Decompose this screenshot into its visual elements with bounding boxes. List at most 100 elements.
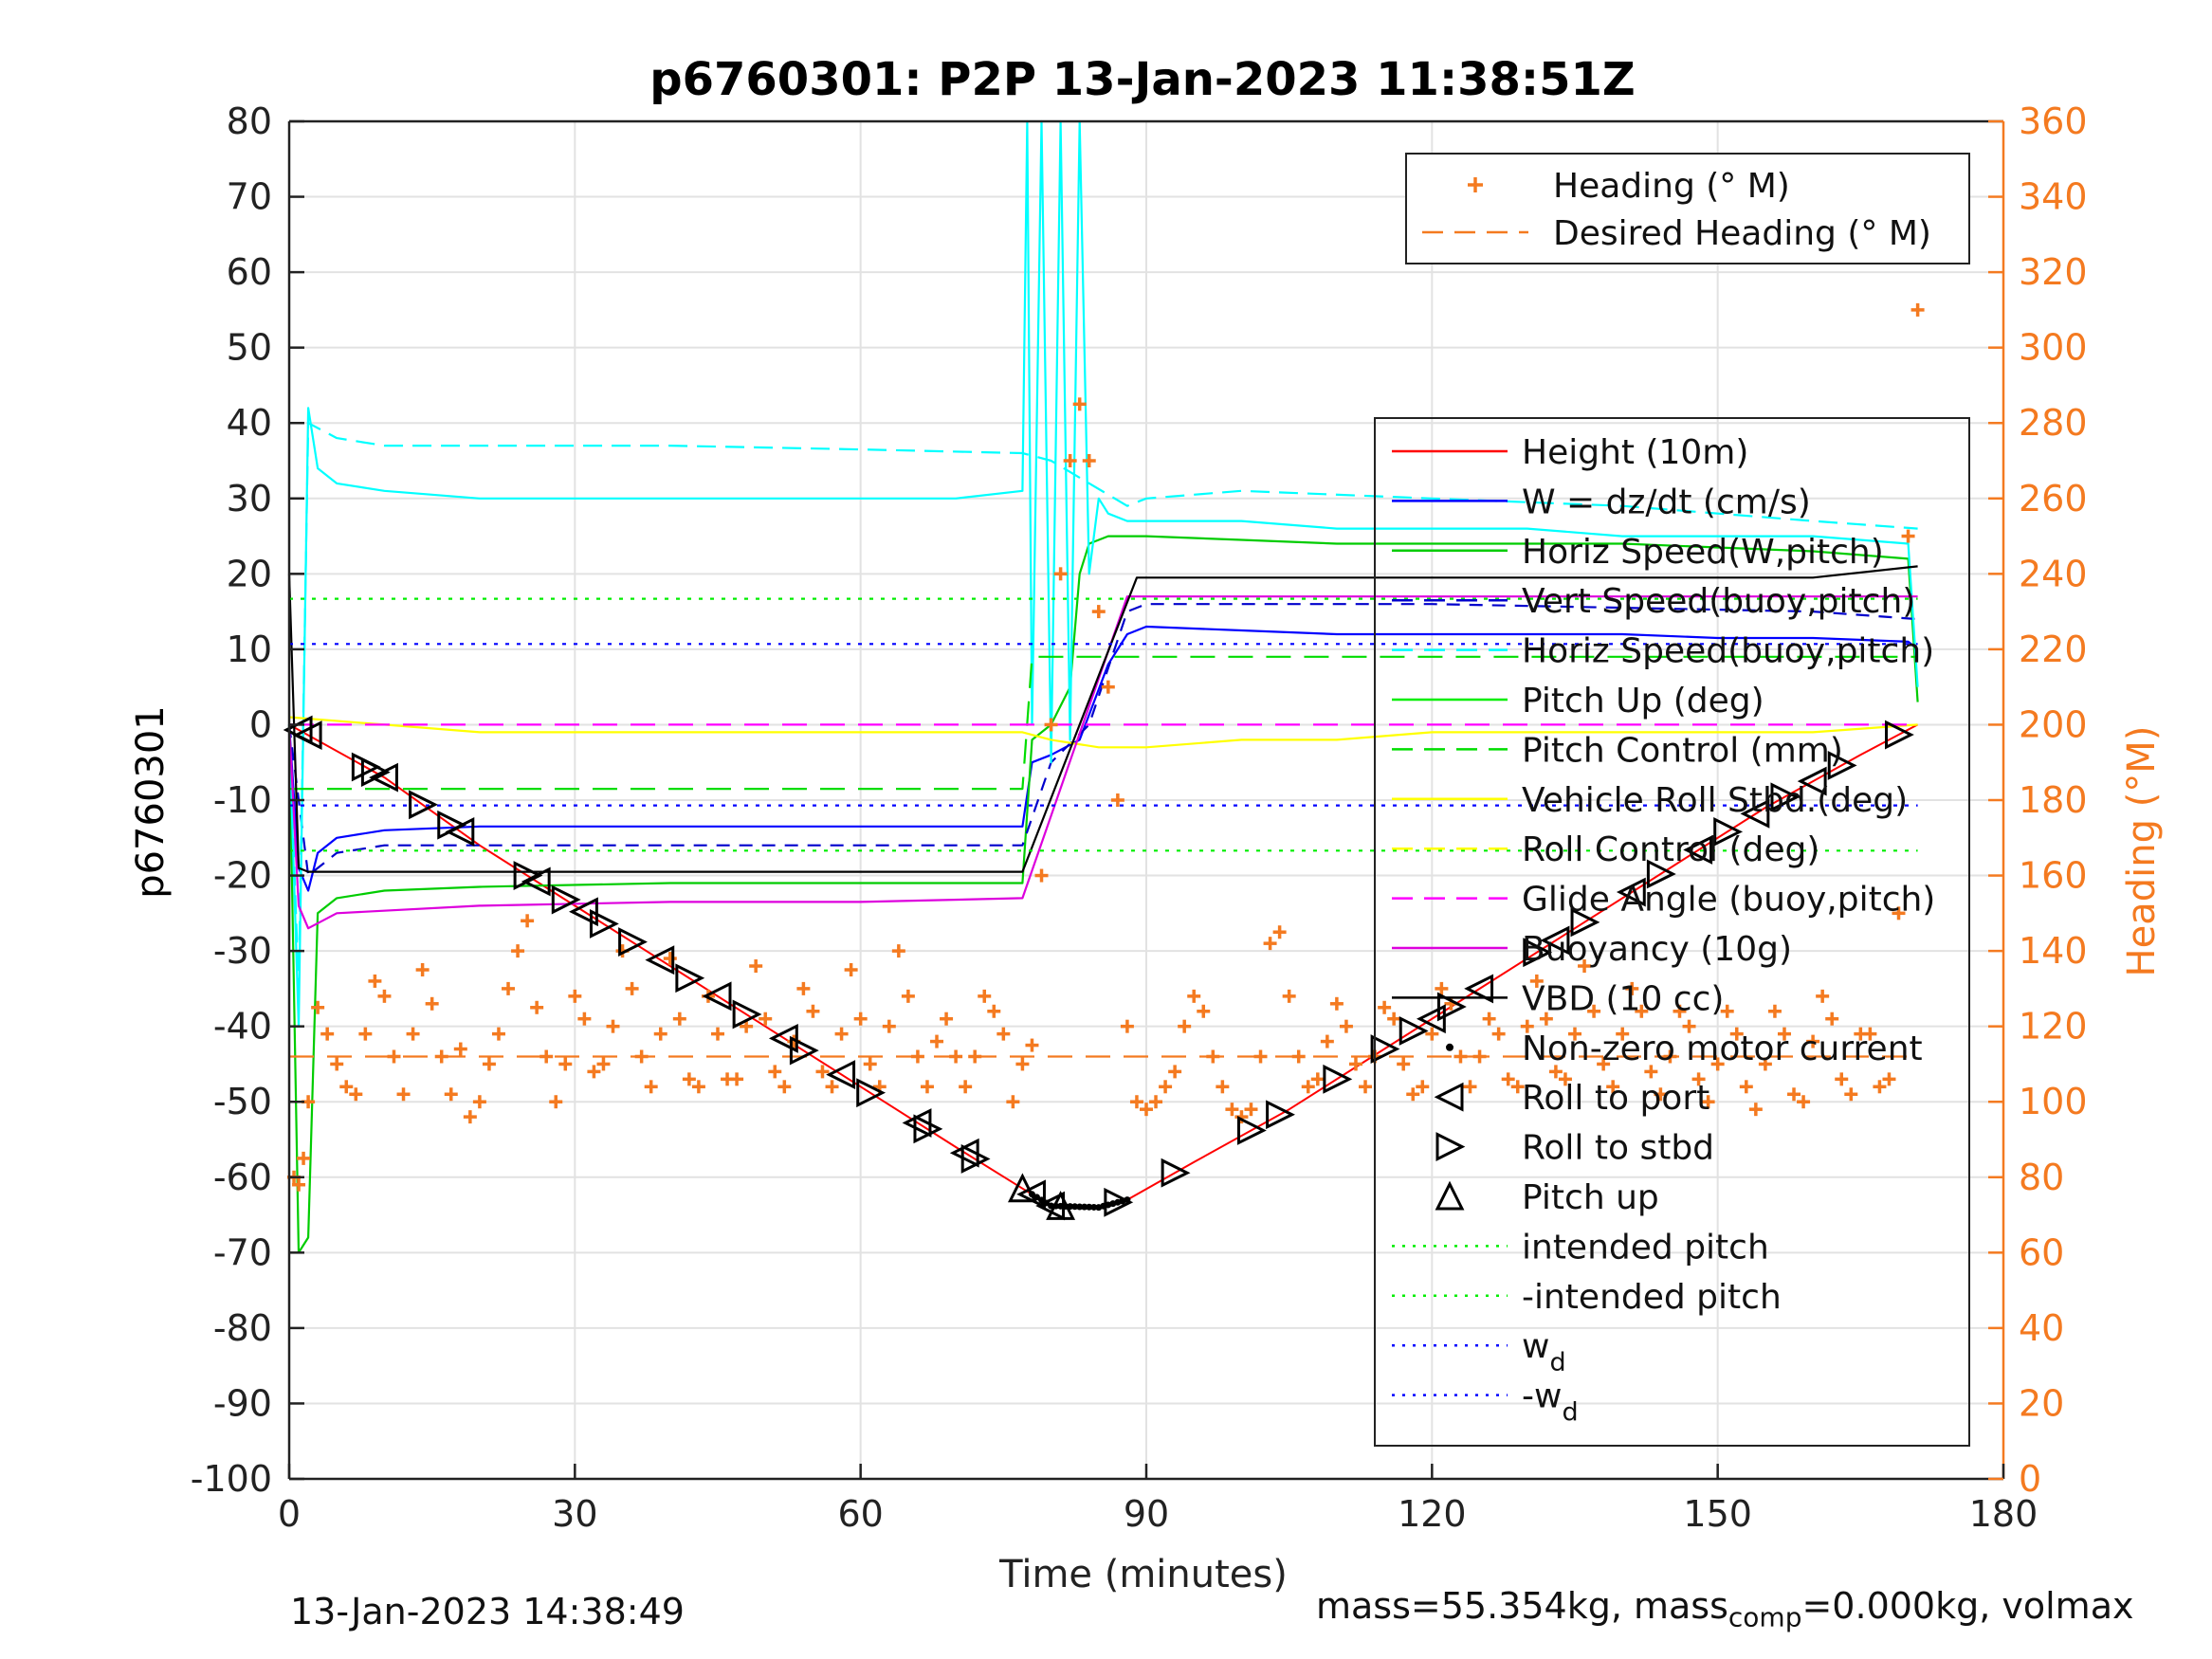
axes: 0 30 60 90 120 150 180-100-90-80-70-60-50-40-3… [191,100,2088,1535]
heading-point [1616,1027,1630,1041]
heading-point [634,1049,649,1064]
y2-tick-label: 140 [2019,930,2088,972]
roll-to-stbd-marker [1770,782,1801,812]
footer-timestamp: 13-Jan-2023 14:38:49 [290,1591,685,1632]
legend-main-sub: d [1562,1398,1578,1428]
y-tick-label: 20 [227,553,272,594]
legend-main-item: Vert Speed(buoy,pitch) [1392,582,1915,621]
heading-point [1034,868,1049,883]
legend-main-item: Glide Angle (buoy,pitch) [1392,881,1935,920]
heading-point [1501,1072,1515,1086]
roll-to-stbd-marker [913,1114,943,1144]
roll-to-stbd-marker [1885,720,1914,750]
motor-current-dot [1038,1196,1046,1204]
y-tick-label: 10 [227,629,272,670]
y2-tick-label: 320 [2019,251,2088,293]
heading-point [549,1095,563,1109]
heading-point [996,1027,1011,1041]
heading-point [502,981,516,995]
heading-point [910,1049,924,1064]
y2-tick-label: 340 [2019,176,2088,218]
legend-main-label: Roll to stbd [1522,1129,1714,1168]
roll-to-stbd-marker [1436,992,1467,1022]
legend-main-sub: d [1549,1348,1565,1377]
motor-current-dot [1067,1203,1074,1211]
roll-to-port-marker [1416,1004,1446,1034]
legend-main-item: Horiz Speed(buoy,pitch) [1392,632,1934,671]
y-tick-label: -50 [213,1081,272,1122]
y2-tick-label: 200 [2019,703,2088,745]
roll-to-stbd-marker [1236,1116,1267,1145]
roll-to-stbd-marker [1827,750,1857,780]
heading-point [1406,1087,1420,1102]
heading-point [558,1057,573,1071]
legend-heading: Heading (° M) Desired Heading (° M) [1405,153,1970,264]
heading-point [1320,1034,1334,1048]
legend-main-item: Pitch Up (deg) [1392,682,1764,720]
heading-point [434,1049,448,1064]
heading-point [1777,1027,1791,1041]
motor-current-dot [1052,1202,1060,1210]
grid [288,120,2004,1480]
heading-point [339,1080,354,1094]
heading-point [311,1000,325,1014]
heading-point [1206,1049,1220,1064]
heading-point [806,1004,820,1018]
y2-tick-label: 60 [2019,1231,2064,1273]
legend-main-item: Height (10m) [1392,433,1748,472]
heading-point [959,1080,973,1094]
heading-point [682,1072,696,1086]
heading-point [749,959,763,974]
y-tick-label: -40 [213,1006,272,1048]
legend-main-item: Pitch Control (mm) [1392,731,1843,770]
y-tick-label: 80 [227,100,272,142]
heading-point [491,1027,505,1041]
legend-main-item: Vehicle Roll Stbd.(deg) [1392,781,1908,820]
heading-point [368,974,382,988]
heading-point [1053,567,1068,581]
x-tick-label: 90 [1124,1493,1169,1535]
heading-point [1310,1072,1325,1086]
heading-point [292,1177,306,1192]
motor-current-dot [1057,1202,1065,1210]
footer-mass-text: mass=55.354kg, mass [1316,1585,1728,1627]
heading-point [863,1057,877,1071]
heading-point [691,1080,705,1094]
roll-to-stbd-marker [1646,859,1676,889]
footer-mass-sub: comp [1728,1601,1802,1633]
heading-point [320,1027,335,1041]
heading-point [1710,1057,1725,1071]
heading-point [1216,1080,1230,1094]
motor-current-dot [1086,1203,1093,1211]
heading-point [777,1080,792,1094]
roll-to-stbd-marker [1570,907,1600,938]
y-tick-label: -90 [213,1382,272,1424]
heading-point [606,1019,620,1033]
y2-tick-label: 300 [2019,327,2088,369]
series-vbd [287,565,1918,873]
y2-tick-label: 120 [2019,1006,2088,1048]
heading-point [1739,1080,1753,1094]
heading-point [1149,1095,1163,1109]
heading-point [949,1049,963,1064]
legend-main-label: VBD (10 cc) [1522,979,1724,1018]
legend-heading-label: Heading (° M) [1553,167,1790,206]
heading-point [1892,906,1906,921]
legend-main-label: Roll Control (deg) [1522,830,1819,869]
roll-to-stbd-marker [360,757,391,787]
heading-point [425,996,439,1011]
heading-point [1882,1072,1896,1086]
heading-point [1767,1004,1782,1018]
heading-point [1082,454,1096,467]
heading-point [568,989,582,1003]
y-tick-label: -70 [213,1231,272,1273]
chart-title: p6760301: P2P 13-Jan-2023 11:38:51Z [649,53,1635,106]
heading-point [387,1049,401,1064]
motor-current-dot [1028,1191,1035,1198]
y2-tick-label: 220 [2019,629,2088,670]
roll-to-stbd-marker [513,861,543,890]
legend-main-item: Roll Control (deg) [1392,830,1819,869]
legend-heading-item: Heading (° M) [1468,167,1790,206]
y-tick-label: 70 [227,176,272,218]
